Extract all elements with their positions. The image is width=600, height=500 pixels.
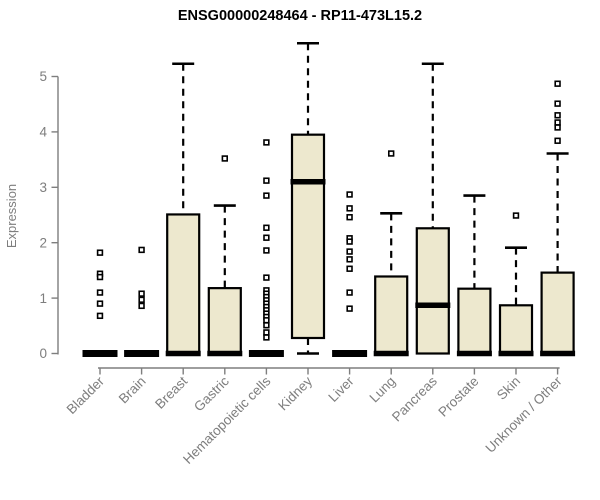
median-bar [82, 350, 118, 357]
median-bar [124, 350, 160, 357]
x-tick-label: Unknown / Other [482, 373, 565, 456]
box-skin [498, 212, 534, 357]
y-tick-label: 1 [39, 291, 47, 306]
outlier-point [554, 100, 561, 107]
box-brain [124, 246, 160, 357]
outlier-point [554, 112, 561, 119]
outlier-point [263, 322, 270, 329]
x-tick-label: Breast [152, 373, 190, 411]
box-kidney [290, 41, 326, 355]
y-tick-label: 4 [39, 125, 47, 140]
outlier-point [263, 192, 270, 199]
outlier-point [138, 302, 145, 310]
outlier-point [263, 139, 270, 146]
box-hematopoietic-cells [248, 139, 284, 357]
outlier-point [96, 312, 104, 320]
outlier-point [346, 305, 353, 312]
outlier-point [96, 249, 104, 256]
x-tick-label: Pancreas [389, 373, 440, 424]
iqr-box [415, 227, 450, 355]
outlier-point [263, 274, 270, 281]
outlier-point [554, 137, 561, 144]
outlier-point [263, 177, 270, 184]
outlier-point [96, 273, 104, 281]
chart-title: ENSG00000248464 - RP11-473L15.2 [178, 8, 422, 24]
y-tick-label: 0 [39, 346, 47, 361]
iqr-box [166, 213, 201, 355]
outlier-point [138, 296, 145, 303]
y-tick-label: 2 [39, 235, 47, 250]
y-axis-label: Expression [4, 184, 19, 248]
median-bar [248, 350, 284, 357]
outlier-point [263, 329, 270, 336]
outlier-point [263, 334, 270, 341]
outlier-point [138, 290, 145, 297]
outlier-point [346, 248, 353, 255]
outlier-point [346, 214, 353, 221]
box-liver [332, 191, 368, 357]
x-tick-label: Liver [325, 373, 357, 405]
outlier-point [263, 234, 270, 241]
outlier-point [512, 212, 520, 219]
outlier-point [346, 289, 353, 296]
outlier-point [263, 224, 270, 231]
outlier-point [346, 265, 353, 272]
outlier-point [138, 246, 145, 254]
outlier-point [346, 256, 353, 263]
median-bar [332, 350, 368, 357]
outlier-point [96, 300, 104, 307]
x-tick-label: Prostate [435, 374, 481, 420]
outlier-point [554, 124, 561, 131]
x-tick-label: Kidney [275, 373, 315, 413]
box-pancreas [415, 62, 451, 355]
iqr-box [457, 287, 492, 355]
outlier-point [554, 80, 561, 87]
iqr-box [374, 275, 409, 355]
x-tick-label: Brain [116, 374, 149, 407]
plot-area [82, 41, 576, 357]
outlier-point [263, 317, 270, 324]
y-tick-label: 3 [39, 180, 47, 195]
outlier-point [387, 150, 395, 157]
outlier-point [263, 247, 270, 254]
box-lung [373, 150, 409, 357]
outlier-point [346, 205, 353, 212]
box-breast [165, 62, 201, 357]
x-tick-label: Lung [366, 374, 398, 406]
outlier-point [96, 289, 104, 296]
iqr-box [498, 304, 534, 355]
y-tick-label: 5 [39, 69, 47, 84]
outlier-point [346, 238, 353, 245]
iqr-box [290, 133, 326, 340]
outlier-point [346, 191, 353, 198]
x-tick-label: Bladder [64, 373, 108, 417]
x-tick-label: Skin [494, 374, 523, 403]
x-tick-label: Gastric [191, 373, 232, 414]
iqr-box [207, 287, 242, 355]
box-bladder [82, 249, 118, 357]
box-prostate [456, 194, 492, 357]
iqr-box [540, 271, 575, 355]
box-unknown-other [540, 80, 576, 357]
outlier-point [554, 119, 561, 126]
outlier-point [221, 155, 228, 162]
box-gastric [207, 155, 243, 357]
